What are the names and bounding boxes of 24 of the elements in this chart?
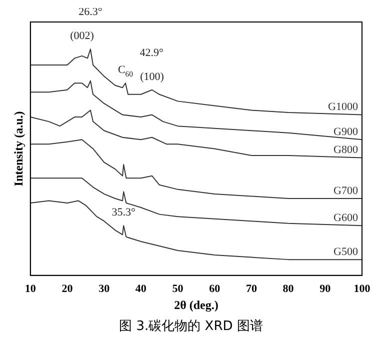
series-label: G900 (334, 126, 358, 138)
caption: 图 3.碳化物的 XRD 图谱 (118, 318, 264, 335)
x-tick-label: 50 (172, 282, 184, 295)
annotation: 26.3° (78, 6, 102, 18)
x-tick-label: 90 (320, 282, 332, 295)
series-label: G600 (334, 212, 358, 224)
y-axis-title: Intensity (a.u.) (11, 111, 26, 186)
annotation: (100) (140, 70, 164, 83)
series-label: G500 (334, 246, 358, 258)
annotation: (002) (70, 30, 94, 42)
x-tick-label: 80 (282, 282, 294, 295)
x-tick-label: 40 (135, 282, 147, 295)
x-tick-label: 10 (24, 282, 36, 295)
annotation: 35.3° (112, 206, 136, 219)
annotation: 42.9° (140, 46, 164, 59)
x-tick-label: 30 (98, 282, 110, 295)
x-tick-label: 60 (209, 282, 221, 295)
series-label: G700 (334, 184, 358, 197)
series-label: G800 (334, 144, 358, 156)
series-label: G1000 (328, 101, 358, 114)
x-tick-label: 20 (62, 282, 74, 295)
x-axis-title: 2θ (deg.) (174, 298, 218, 312)
x-tick-label: 70 (246, 282, 258, 295)
x-tick-label: 100 (354, 282, 371, 295)
